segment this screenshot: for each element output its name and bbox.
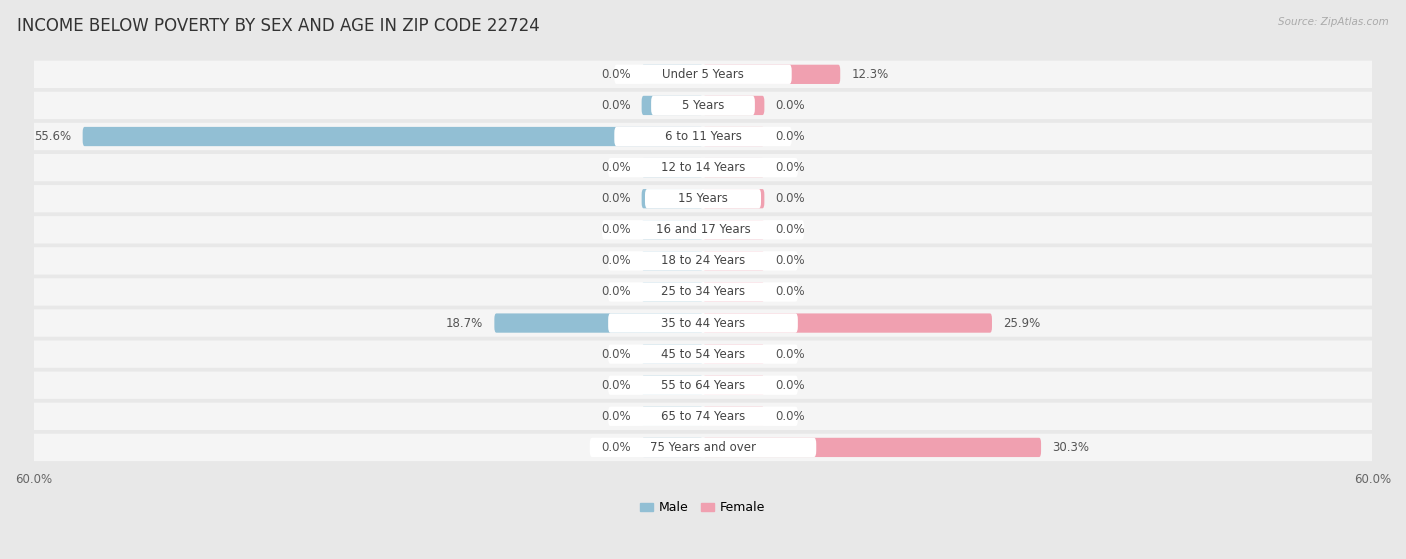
Text: 0.0%: 0.0%: [776, 410, 806, 423]
FancyBboxPatch shape: [703, 96, 765, 115]
Text: 25.9%: 25.9%: [1002, 316, 1040, 330]
Text: 55 to 64 Years: 55 to 64 Years: [661, 379, 745, 392]
FancyBboxPatch shape: [641, 251, 703, 271]
FancyBboxPatch shape: [703, 220, 765, 239]
Text: 0.0%: 0.0%: [776, 192, 806, 205]
FancyBboxPatch shape: [641, 407, 703, 426]
FancyBboxPatch shape: [609, 376, 797, 395]
Text: 0.0%: 0.0%: [600, 410, 630, 423]
FancyBboxPatch shape: [641, 96, 703, 115]
Text: 0.0%: 0.0%: [600, 254, 630, 267]
Text: 75 Years and over: 75 Years and over: [650, 441, 756, 454]
FancyBboxPatch shape: [651, 96, 755, 115]
FancyBboxPatch shape: [495, 314, 703, 333]
FancyBboxPatch shape: [641, 65, 703, 84]
Text: 0.0%: 0.0%: [776, 223, 806, 236]
Text: 0.0%: 0.0%: [600, 441, 630, 454]
Text: 0.0%: 0.0%: [776, 161, 806, 174]
Text: 0.0%: 0.0%: [776, 286, 806, 299]
FancyBboxPatch shape: [83, 127, 703, 146]
FancyBboxPatch shape: [703, 282, 765, 302]
FancyBboxPatch shape: [703, 65, 841, 84]
FancyBboxPatch shape: [11, 402, 1395, 430]
FancyBboxPatch shape: [11, 278, 1395, 306]
FancyBboxPatch shape: [11, 309, 1395, 337]
FancyBboxPatch shape: [614, 65, 792, 84]
Text: Source: ZipAtlas.com: Source: ZipAtlas.com: [1278, 17, 1389, 27]
FancyBboxPatch shape: [609, 314, 797, 333]
FancyBboxPatch shape: [609, 158, 797, 177]
FancyBboxPatch shape: [703, 189, 765, 209]
Text: 0.0%: 0.0%: [776, 348, 806, 361]
Text: 0.0%: 0.0%: [776, 254, 806, 267]
Text: 25 to 34 Years: 25 to 34 Years: [661, 286, 745, 299]
FancyBboxPatch shape: [614, 127, 792, 146]
FancyBboxPatch shape: [703, 407, 765, 426]
FancyBboxPatch shape: [11, 247, 1395, 274]
Text: 16 and 17 Years: 16 and 17 Years: [655, 223, 751, 236]
Text: 45 to 54 Years: 45 to 54 Years: [661, 348, 745, 361]
FancyBboxPatch shape: [641, 220, 703, 239]
Text: INCOME BELOW POVERTY BY SEX AND AGE IN ZIP CODE 22724: INCOME BELOW POVERTY BY SEX AND AGE IN Z…: [17, 17, 540, 35]
FancyBboxPatch shape: [703, 158, 765, 177]
FancyBboxPatch shape: [11, 61, 1395, 88]
FancyBboxPatch shape: [641, 438, 703, 457]
FancyBboxPatch shape: [703, 344, 765, 364]
FancyBboxPatch shape: [645, 189, 761, 209]
FancyBboxPatch shape: [641, 282, 703, 302]
Text: 5 Years: 5 Years: [682, 99, 724, 112]
Text: 0.0%: 0.0%: [600, 161, 630, 174]
FancyBboxPatch shape: [589, 438, 817, 457]
Text: 35 to 44 Years: 35 to 44 Years: [661, 316, 745, 330]
FancyBboxPatch shape: [11, 340, 1395, 368]
Text: 0.0%: 0.0%: [600, 99, 630, 112]
Text: 0.0%: 0.0%: [776, 99, 806, 112]
FancyBboxPatch shape: [11, 372, 1395, 399]
Legend: Male, Female: Male, Female: [636, 496, 770, 519]
FancyBboxPatch shape: [602, 220, 804, 239]
FancyBboxPatch shape: [641, 376, 703, 395]
Text: 0.0%: 0.0%: [600, 286, 630, 299]
Text: 0.0%: 0.0%: [600, 68, 630, 81]
Text: 0.0%: 0.0%: [600, 223, 630, 236]
FancyBboxPatch shape: [11, 216, 1395, 244]
Text: 0.0%: 0.0%: [600, 348, 630, 361]
Text: 55.6%: 55.6%: [34, 130, 72, 143]
FancyBboxPatch shape: [11, 185, 1395, 212]
FancyBboxPatch shape: [703, 376, 765, 395]
FancyBboxPatch shape: [11, 92, 1395, 119]
FancyBboxPatch shape: [11, 154, 1395, 181]
Text: Under 5 Years: Under 5 Years: [662, 68, 744, 81]
FancyBboxPatch shape: [11, 123, 1395, 150]
FancyBboxPatch shape: [641, 189, 703, 209]
FancyBboxPatch shape: [641, 344, 703, 364]
Text: 6 to 11 Years: 6 to 11 Years: [665, 130, 741, 143]
Text: 0.0%: 0.0%: [776, 379, 806, 392]
Text: 12.3%: 12.3%: [852, 68, 889, 81]
FancyBboxPatch shape: [641, 158, 703, 177]
FancyBboxPatch shape: [703, 251, 765, 271]
FancyBboxPatch shape: [609, 407, 797, 426]
FancyBboxPatch shape: [11, 434, 1395, 461]
FancyBboxPatch shape: [703, 127, 765, 146]
Text: 18.7%: 18.7%: [446, 316, 484, 330]
Text: 0.0%: 0.0%: [600, 379, 630, 392]
FancyBboxPatch shape: [703, 438, 1040, 457]
Text: 12 to 14 Years: 12 to 14 Years: [661, 161, 745, 174]
FancyBboxPatch shape: [609, 251, 797, 271]
Text: 65 to 74 Years: 65 to 74 Years: [661, 410, 745, 423]
Text: 18 to 24 Years: 18 to 24 Years: [661, 254, 745, 267]
FancyBboxPatch shape: [703, 314, 993, 333]
Text: 15 Years: 15 Years: [678, 192, 728, 205]
Text: 0.0%: 0.0%: [600, 192, 630, 205]
Text: 30.3%: 30.3%: [1052, 441, 1090, 454]
FancyBboxPatch shape: [609, 344, 797, 364]
Text: 0.0%: 0.0%: [776, 130, 806, 143]
FancyBboxPatch shape: [609, 282, 797, 302]
